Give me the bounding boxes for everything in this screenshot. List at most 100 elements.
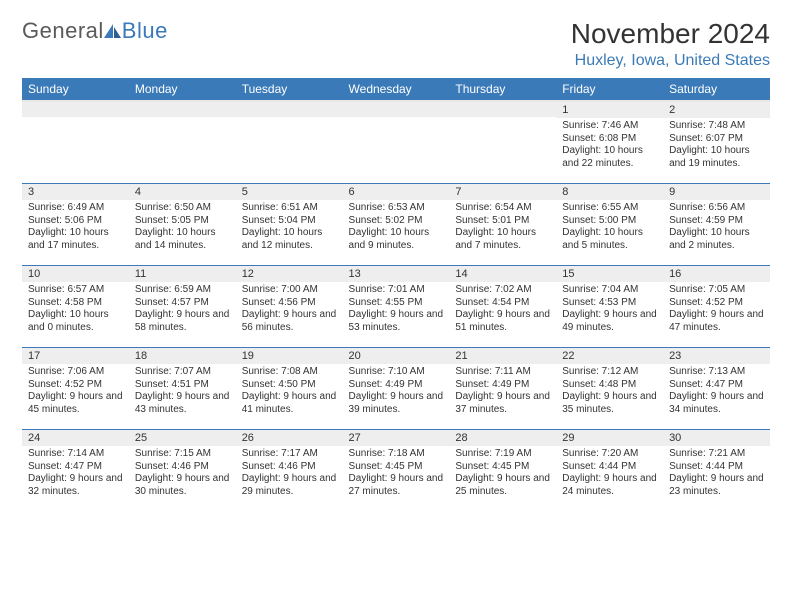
calendar-cell: 12Sunrise: 7:00 AMSunset: 4:56 PMDayligh… — [236, 265, 343, 347]
calendar-cell: 13Sunrise: 7:01 AMSunset: 4:55 PMDayligh… — [343, 265, 450, 347]
calendar-week-row: 17 Sunrise: 7:06 AMSunset: 4:52 PM Dayligh… — [22, 347, 770, 429]
sunrise-line: Sunrise: 7:17 AM — [242, 448, 337, 461]
sunrise-line: Sunrise: 7:04 AM — [562, 284, 657, 297]
day-number: 20 — [343, 347, 450, 364]
daylight-line: Daylight: 9 hours and 29 minutes. — [242, 473, 337, 498]
day-number-empty — [129, 102, 236, 117]
day-number-empty — [343, 102, 450, 117]
daylight-line: Daylight: 9 hours and 41 minutes. — [242, 391, 337, 416]
day-details: Sunrise: 7:20 AMSunset: 4:44 PMDaylight:… — [556, 446, 663, 502]
calendar-cell: 17Sunrise: 7:06 AMSunset: 4:52 PMDayligh… — [22, 347, 129, 429]
sunset-line: Sunset: 4:45 PM — [349, 461, 444, 474]
calendar-cell: 14Sunrise: 7:02 AMSunset: 4:54 PMDayligh… — [449, 265, 556, 347]
sunset-line: Sunset: 4:53 PM — [562, 297, 657, 310]
day-details: Sunrise: 7:17 AMSunset: 4:46 PMDaylight:… — [236, 446, 343, 502]
sunrise-line: Sunrise: 7:18 AM — [349, 448, 444, 461]
daylight-line: Daylight: 9 hours and 27 minutes. — [349, 473, 444, 498]
sunrise-line: Sunrise: 7:05 AM — [669, 284, 764, 297]
day-details: Sunrise: 7:02 AMSunset: 4:54 PMDaylight:… — [449, 282, 556, 338]
day-number: 28 — [449, 429, 556, 446]
daylight-line: Daylight: 9 hours and 25 minutes. — [455, 473, 550, 498]
sunset-line: Sunset: 4:56 PM — [242, 297, 337, 310]
day-number: 17 — [22, 347, 129, 364]
day-details: Sunrise: 7:10 AMSunset: 4:49 PMDaylight:… — [343, 364, 450, 420]
daylight-line: Daylight: 9 hours and 37 minutes. — [455, 391, 550, 416]
calendar-cell: 2Sunrise: 7:48 AMSunset: 6:07 PMDaylight… — [663, 101, 770, 183]
day-number-empty — [236, 102, 343, 117]
sunset-line: Sunset: 4:44 PM — [562, 461, 657, 474]
calendar-cell: 4Sunrise: 6:50 AMSunset: 5:05 PMDaylight… — [129, 183, 236, 265]
daylight-line: Daylight: 9 hours and 23 minutes. — [669, 473, 764, 498]
sunrise-line: Sunrise: 6:57 AM — [28, 284, 123, 297]
calendar-cell: 5Sunrise: 6:51 AMSunset: 5:04 PMDaylight… — [236, 183, 343, 265]
day-number: 19 — [236, 347, 343, 364]
daylight-line: Daylight: 9 hours and 35 minutes. — [562, 391, 657, 416]
sunset-line: Sunset: 4:44 PM — [669, 461, 764, 474]
weekday-header: Saturday — [663, 78, 770, 101]
sunrise-line: Sunrise: 7:21 AM — [669, 448, 764, 461]
sunrise-line: Sunrise: 6:50 AM — [135, 202, 230, 215]
day-number: 26 — [236, 429, 343, 446]
day-number: 5 — [236, 183, 343, 200]
daylight-line: Daylight: 9 hours and 53 minutes. — [349, 309, 444, 334]
sunrise-line: Sunrise: 6:59 AM — [135, 284, 230, 297]
calendar-page: General Blue November 2024 Huxley, Iowa,… — [0, 0, 792, 529]
sunset-line: Sunset: 5:01 PM — [455, 215, 550, 228]
day-number: 18 — [129, 347, 236, 364]
day-number: 6 — [343, 183, 450, 200]
day-details: Sunrise: 7:48 AMSunset: 6:07 PMDaylight:… — [663, 118, 770, 174]
calendar-week-row: 3Sunrise: 6:49 AMSunset: 5:06 PMDaylight… — [22, 183, 770, 265]
calendar-cell — [129, 101, 236, 183]
day-details: Sunrise: 7:46 AMSunset: 6:08 PMDaylight:… — [556, 118, 663, 174]
daylight-line: Daylight: 10 hours and 14 minutes. — [135, 227, 230, 252]
sunrise-line: Sunrise: 7:00 AM — [242, 284, 337, 297]
day-details: Sunrise: 7:13 AMSunset: 4:47 PMDaylight:… — [663, 364, 770, 420]
day-number: 15 — [556, 265, 663, 282]
sunset-line: Sunset: 4:46 PM — [135, 461, 230, 474]
day-number: 9 — [663, 183, 770, 200]
day-number: 12 — [236, 265, 343, 282]
sunrise-line: Sunrise: 6:51 AM — [242, 202, 337, 215]
sunrise-line: Sunrise: 7:07 AM — [135, 366, 230, 379]
day-details: Sunrise: 7:00 AMSunset: 4:56 PMDaylight:… — [236, 282, 343, 338]
day-details: Sunrise: 7:07 AMSunset: 4:51 PMDaylight:… — [129, 364, 236, 420]
day-number: 4 — [129, 183, 236, 200]
day-number: 2 — [663, 102, 770, 118]
sunset-line: Sunset: 5:06 PM — [28, 215, 123, 228]
calendar-cell: 7Sunrise: 6:54 AMSunset: 5:01 PMDaylight… — [449, 183, 556, 265]
calendar-cell — [449, 101, 556, 183]
daylight-line: Daylight: 9 hours and 49 minutes. — [562, 309, 657, 334]
sunrise-line: Sunrise: 6:54 AM — [455, 202, 550, 215]
sunrise-line: Sunrise: 6:55 AM — [562, 202, 657, 215]
calendar-cell: 23Sunrise: 7:13 AMSunset: 4:47 PMDayligh… — [663, 347, 770, 429]
calendar-cell — [236, 101, 343, 183]
day-number: 14 — [449, 265, 556, 282]
day-number: 7 — [449, 183, 556, 200]
day-details: Sunrise: 7:04 AMSunset: 4:53 PMDaylight:… — [556, 282, 663, 338]
day-details: Sunrise: 6:53 AMSunset: 5:02 PMDaylight:… — [343, 200, 450, 256]
sunset-line: Sunset: 4:48 PM — [562, 379, 657, 392]
day-details: Sunrise: 7:08 AMSunset: 4:50 PMDaylight:… — [236, 364, 343, 420]
daylight-line: Daylight: 9 hours and 39 minutes. — [349, 391, 444, 416]
daylight-line: Daylight: 9 hours and 56 minutes. — [242, 309, 337, 334]
calendar-cell: 1Sunrise: 7:46 AMSunset: 6:08 PMDaylight… — [556, 101, 663, 183]
daylight-line: Daylight: 10 hours and 5 minutes. — [562, 227, 657, 252]
day-number-empty — [22, 102, 129, 117]
calendar-cell: 29Sunrise: 7:20 AMSunset: 4:44 PMDayligh… — [556, 429, 663, 511]
calendar-cell: 9Sunrise: 6:56 AMSunset: 4:59 PMDaylight… — [663, 183, 770, 265]
day-number: 10 — [22, 265, 129, 282]
sunset-line: Sunset: 4:47 PM — [669, 379, 764, 392]
day-details: Sunrise: 7:18 AMSunset: 4:45 PMDaylight:… — [343, 446, 450, 502]
daylight-line: Daylight: 9 hours and 24 minutes. — [562, 473, 657, 498]
daylight-line: Daylight: 10 hours and 0 minutes. — [28, 309, 123, 334]
day-number: 29 — [556, 429, 663, 446]
day-number: 1 — [556, 102, 663, 118]
sunset-line: Sunset: 5:02 PM — [349, 215, 444, 228]
calendar-cell: 20Sunrise: 7:10 AMSunset: 4:49 PMDayligh… — [343, 347, 450, 429]
calendar-cell — [22, 101, 129, 183]
calendar-cell: 26Sunrise: 7:17 AMSunset: 4:46 PMDayligh… — [236, 429, 343, 511]
daylight-line: Daylight: 9 hours and 58 minutes. — [135, 309, 230, 334]
calendar-cell: 27Sunrise: 7:18 AMSunset: 4:45 PMDayligh… — [343, 429, 450, 511]
sunset-line: Sunset: 4:52 PM — [28, 379, 123, 392]
sunrise-line: Sunrise: 7:06 AM — [28, 366, 123, 379]
